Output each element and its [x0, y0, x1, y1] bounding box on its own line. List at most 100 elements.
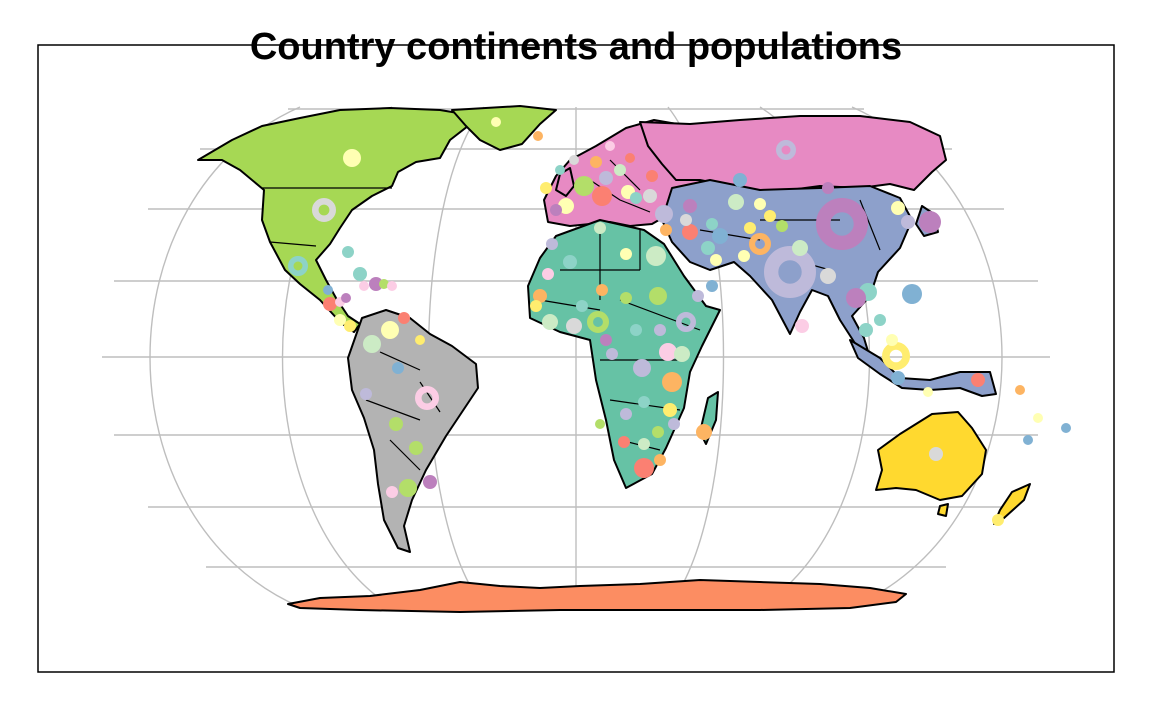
population-bubble [901, 215, 915, 229]
population-bubble [891, 371, 905, 385]
island-tasmania [937, 503, 949, 517]
population-bubble [674, 346, 690, 362]
population-bubble [341, 293, 351, 303]
population-bubble [599, 171, 613, 185]
population-bubble [533, 131, 543, 141]
population-bubble [992, 514, 1004, 526]
border-usa-mexico [269, 241, 317, 247]
population-bubble [859, 323, 873, 337]
population-bubble [606, 348, 618, 360]
population-bubble [605, 141, 615, 151]
population-bubble [595, 419, 605, 429]
population-bubble [353, 267, 367, 281]
population-bubble [660, 224, 672, 236]
population-bubble [555, 165, 565, 175]
population-bubble [764, 210, 776, 222]
population-bubble [902, 284, 922, 304]
population-bubble [587, 310, 610, 333]
population-bubble [633, 359, 651, 377]
population-bubble [820, 268, 836, 284]
population-bubble [874, 314, 886, 326]
population-bubble [344, 320, 356, 332]
population-bubble [342, 246, 354, 258]
population-bubbles [288, 117, 1071, 526]
population-bubble [620, 248, 632, 260]
population-bubble [323, 297, 337, 311]
island-uk [555, 167, 575, 197]
population-bubble [1033, 413, 1043, 423]
population-bubble [643, 189, 657, 203]
population-bubble [1061, 423, 1071, 433]
population-bubble [676, 312, 696, 332]
population-bubble [546, 238, 558, 250]
population-bubble [646, 246, 666, 266]
population-bubble [343, 149, 361, 167]
population-bubble [749, 232, 772, 255]
population-bubble [576, 300, 588, 312]
population-bubble [542, 314, 558, 330]
population-bubble [387, 281, 397, 291]
population-bubble [971, 373, 985, 387]
population-bubble [363, 335, 381, 353]
population-bubble [596, 284, 608, 296]
continent-south-america [347, 309, 479, 553]
population-bubble [701, 241, 715, 255]
population-bubble [415, 335, 425, 345]
population-bubble [360, 388, 372, 400]
population-bubble [764, 245, 817, 298]
population-bubble [392, 362, 404, 374]
continent-antarctica [287, 579, 907, 613]
population-bubble [399, 479, 417, 497]
population-bubble [652, 426, 664, 438]
population-bubble [398, 312, 410, 324]
population-bubble [288, 256, 308, 276]
population-bubble [822, 182, 834, 194]
population-bubble [381, 321, 399, 339]
population-bubble [846, 288, 866, 308]
population-bubble [409, 441, 423, 455]
population-bubble [630, 192, 642, 204]
population-bubble [738, 250, 750, 262]
population-bubble [334, 314, 346, 326]
population-bubble [754, 198, 766, 210]
population-bubble [423, 475, 437, 489]
population-bubble [638, 396, 650, 408]
island-new-zealand [993, 483, 1031, 525]
population-bubble [776, 140, 796, 160]
population-bubble [574, 176, 594, 196]
population-bubble [923, 387, 933, 397]
population-bubble [776, 220, 788, 232]
population-bubble [881, 342, 910, 371]
population-bubble [655, 205, 673, 223]
population-bubble [530, 300, 542, 312]
population-bubble [683, 199, 697, 213]
population-bubble [891, 201, 905, 215]
population-bubble [706, 218, 718, 230]
population-bubble [816, 197, 869, 250]
population-bubble [625, 153, 635, 163]
population-bubble [359, 281, 369, 291]
population-bubble [744, 222, 756, 234]
population-bubble [795, 319, 809, 333]
continents [197, 105, 1031, 613]
population-bubble [311, 198, 336, 223]
population-bubble [638, 438, 650, 450]
population-bubble [663, 403, 677, 417]
population-bubble [386, 486, 398, 498]
population-bubble [542, 268, 554, 280]
population-bubble [654, 454, 666, 466]
population-bubble [1015, 385, 1025, 395]
population-bubble [710, 254, 722, 266]
population-bubble [733, 173, 747, 187]
population-bubble [379, 279, 389, 289]
population-bubble [569, 155, 579, 165]
population-bubble [792, 240, 808, 256]
population-bubble [659, 343, 677, 361]
population-bubble [323, 285, 333, 295]
population-bubble [634, 458, 654, 478]
population-bubble [618, 436, 630, 448]
population-bubble [919, 211, 941, 233]
plot-frame [37, 44, 1115, 673]
population-bubble [614, 164, 626, 176]
